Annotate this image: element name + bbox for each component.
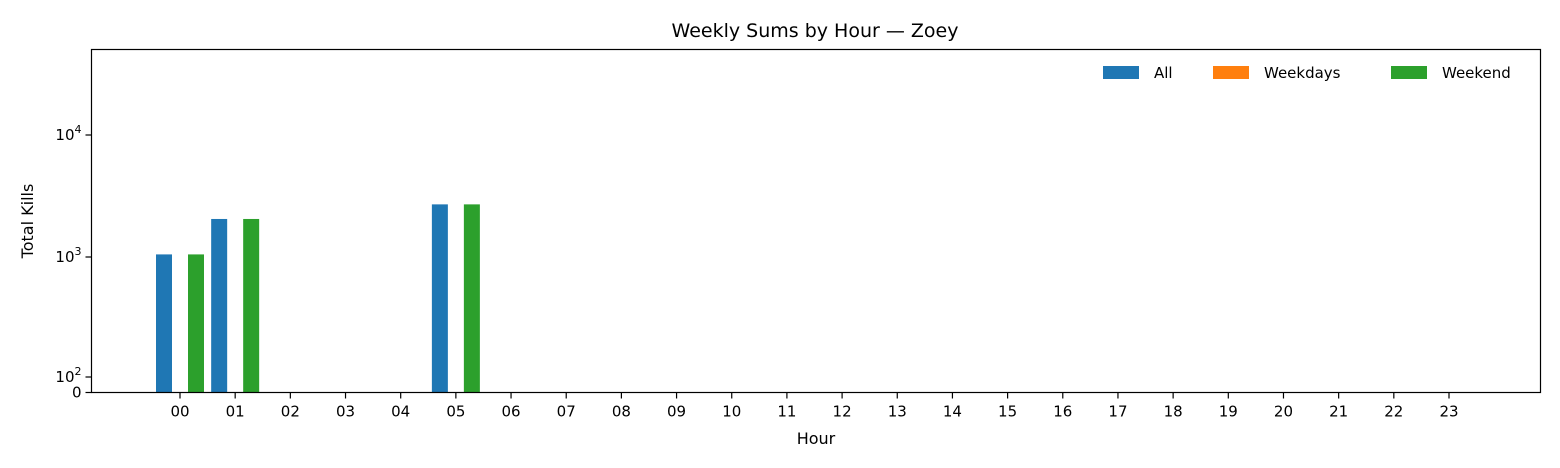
y-tick-label: 104 <box>55 123 81 144</box>
x-tick-label-03: 03 <box>336 403 355 421</box>
bar-weekend-05 <box>463 204 480 393</box>
chart-title: Weekly Sums by Hour — Zoey <box>672 20 959 42</box>
x-tick-label-22: 22 <box>1384 403 1403 421</box>
x-tick-label-00: 00 <box>170 403 189 421</box>
x-tick-label-10: 10 <box>722 403 741 421</box>
legend: All Weekdays Weekend <box>1103 64 1511 82</box>
x-axis-label: Hour <box>797 429 836 448</box>
x-tick-label-16: 16 <box>1053 403 1072 421</box>
plot-area-frame <box>90 48 1542 394</box>
x-axis: 00 01 02 03 04 05 06 07 08 09 10 11 12 13 14 15 16 17 18 19… <box>170 392 1459 421</box>
bar-weekend-01 <box>243 218 260 393</box>
bars-layer <box>156 204 1473 393</box>
x-tick-label-17: 17 <box>1108 403 1127 421</box>
legend-swatch-all <box>1103 66 1139 79</box>
legend-label-all: All <box>1154 64 1173 82</box>
y-tick-label: 102 <box>55 365 81 386</box>
x-tick-label-12: 12 <box>833 403 852 421</box>
x-tick-label-08: 08 <box>612 403 631 421</box>
legend-label-weekdays: Weekdays <box>1264 64 1341 82</box>
x-tick-label-07: 07 <box>557 403 576 421</box>
x-tick-label-23: 23 <box>1439 403 1458 421</box>
x-tick-label-18: 18 <box>1164 403 1183 421</box>
x-tick-label-15: 15 <box>998 403 1017 421</box>
x-tick-label-20: 20 <box>1274 403 1293 421</box>
y-axis-label: Total Kills <box>18 184 37 260</box>
x-tick-label-13: 13 <box>888 403 907 421</box>
x-tick-label-09: 09 <box>667 403 686 421</box>
x-tick-label-01: 01 <box>226 403 245 421</box>
bar-all-00 <box>156 254 172 393</box>
bar-all-01 <box>211 218 228 393</box>
legend-swatch-weekdays <box>1213 66 1249 79</box>
x-tick-label-14: 14 <box>943 403 962 421</box>
x-tick-label-11: 11 <box>777 403 796 421</box>
x-tick-label-19: 19 <box>1219 403 1238 421</box>
x-tick-label-05: 05 <box>446 403 465 421</box>
legend-label-weekend: Weekend <box>1442 64 1511 82</box>
x-tick-label-02: 02 <box>281 403 300 421</box>
x-tick-label-06: 06 <box>501 403 520 421</box>
y-tick-label: 0 <box>72 384 82 402</box>
bar-weekend-00 <box>188 254 204 393</box>
x-tick-label-04: 04 <box>391 403 410 421</box>
bar-all-05 <box>431 204 448 393</box>
y-tick-label: 103 <box>55 245 81 266</box>
legend-swatch-weekend <box>1391 66 1427 79</box>
x-tick-label-21: 21 <box>1329 403 1348 421</box>
